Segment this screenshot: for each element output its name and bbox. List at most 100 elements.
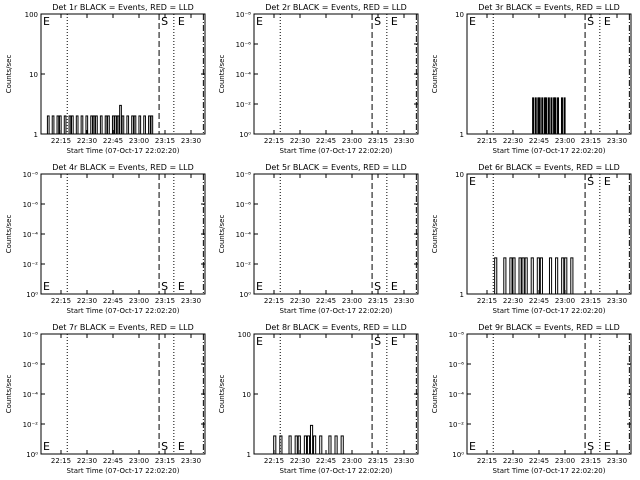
y-tick-label: 10⁰ [239,131,251,139]
y-tick-label: 10⁻⁴ [236,71,252,79]
event-bar [560,97,563,135]
event-bar [107,115,110,135]
s-marker: S [161,280,168,293]
event-bar [58,115,62,135]
event-bar [138,115,142,135]
x-tick-label: 22:30 [503,297,523,305]
x-tick-label: 22:45 [529,137,549,145]
s-marker: S [374,280,381,293]
event-bar [313,435,317,455]
chart-panel: Det 1r BLACK = Events, RED = LLD Counts/s… [5,3,206,155]
event-bar [148,115,151,135]
x-tick-label: 22:30 [290,137,310,145]
s-marker: S [587,175,594,188]
x-tick-label: 23:30 [394,457,414,465]
x-tick-label: 23:00 [555,297,575,305]
event-bar [63,115,67,135]
event-bar [143,115,146,135]
x-axis-label: Start Time (07-Oct-17 22:02:20) [493,147,606,155]
event-bar [334,435,338,455]
event-bar [70,115,74,135]
event-bar [557,97,560,135]
y-tick-label: 10⁻⁴ [236,231,252,239]
chart-title: Det 7r BLACK = Events, RED = LLD [52,323,194,332]
y-tick-label: 100 [238,331,251,339]
event-bar [340,435,344,455]
event-bar [536,257,540,295]
chart-panel: Det 2r BLACK = Events, RED = LLD Counts/s… [218,3,419,155]
y-tick-label: 10⁻⁶ [449,361,465,369]
event-bar [530,257,534,295]
event-bar [104,115,108,135]
chart-panel: Det 5r BLACK = Events, RED = LLD Counts/s… [218,163,419,315]
x-tick-label: 23:15 [155,457,175,465]
y-tick-label: 10 [29,71,38,79]
x-tick-label: 23:00 [129,457,149,465]
y-tick-label: 10⁻⁸ [236,11,252,19]
x-axis-label: Start Time (07-Oct-17 22:02:20) [280,467,393,475]
x-tick-label: 23:00 [129,137,149,145]
event-bar [116,115,120,135]
event-bar [550,97,553,135]
y-tick-label: 10⁻⁴ [449,391,465,399]
y-tick-label: 10⁰ [452,451,464,459]
event-bar [294,435,298,455]
x-tick-label: 23:30 [607,297,627,305]
s-marker: S [161,15,168,28]
event-bar [133,115,137,135]
y-axis-label: Counts/sec [431,55,439,94]
x-tick-label: 22:45 [103,297,123,305]
y-tick-label: 10⁰ [26,291,38,299]
y-tick-label: 1 [34,131,38,139]
event-bar [561,257,565,295]
chart-panel: Det 4r BLACK = Events, RED = LLD Counts/s… [5,163,206,315]
event-bar [56,115,60,135]
event-bar [303,435,307,455]
event-bar [273,435,277,455]
e-marker: E [391,280,398,293]
y-tick-label: 10 [455,11,464,19]
x-axis-label: Start Time (07-Oct-17 22:02:20) [67,147,180,155]
chart-title: Det 5r BLACK = Events, RED = LLD [265,163,407,172]
event-bar [328,435,332,455]
x-tick-label: 22:15 [477,457,497,465]
event-bar [545,97,548,135]
chart-panel: Det 8r BLACK = Events, RED = LLD Counts/s… [218,323,419,475]
event-bar [563,97,566,135]
s-marker: S [161,440,168,453]
plot-frame [40,333,206,455]
event-bar [570,257,574,295]
event-bar [541,97,544,135]
event-bar [521,257,525,295]
event-bar [288,435,292,455]
event-bar [119,104,122,135]
event-bar [95,115,98,135]
x-tick-label: 22:30 [290,297,310,305]
s-marker: S [587,15,594,28]
y-tick-label: 1 [460,131,464,139]
event-bar [564,257,568,295]
x-axis-label: Start Time (07-Oct-17 22:02:20) [493,467,606,475]
chart-title: Det 4r BLACK = Events, RED = LLD [52,163,194,172]
x-tick-label: 22:15 [477,297,497,305]
chart-title: Det 6r BLACK = Events, RED = LLD [478,163,620,172]
y-tick-label: 10 [455,171,464,179]
e-left-marker: E [43,440,50,453]
y-axis-label: Counts/sec [431,215,439,254]
event-bar [92,115,96,135]
y-tick-label: 10⁻² [23,261,39,269]
x-axis-label: Start Time (07-Oct-17 22:02:20) [280,307,393,315]
x-tick-label: 23:30 [181,297,201,305]
y-axis-label: Counts/sec [431,375,439,414]
x-tick-label: 22:15 [264,297,284,305]
event-bar [114,115,118,135]
event-bar [319,435,323,455]
x-tick-label: 23:15 [581,297,601,305]
e-left-marker: E [256,280,263,293]
x-tick-label: 23:15 [155,137,175,145]
event-bar [126,115,130,135]
x-tick-label: 22:45 [316,137,336,145]
x-tick-label: 23:00 [342,297,362,305]
x-tick-label: 23:30 [181,457,201,465]
